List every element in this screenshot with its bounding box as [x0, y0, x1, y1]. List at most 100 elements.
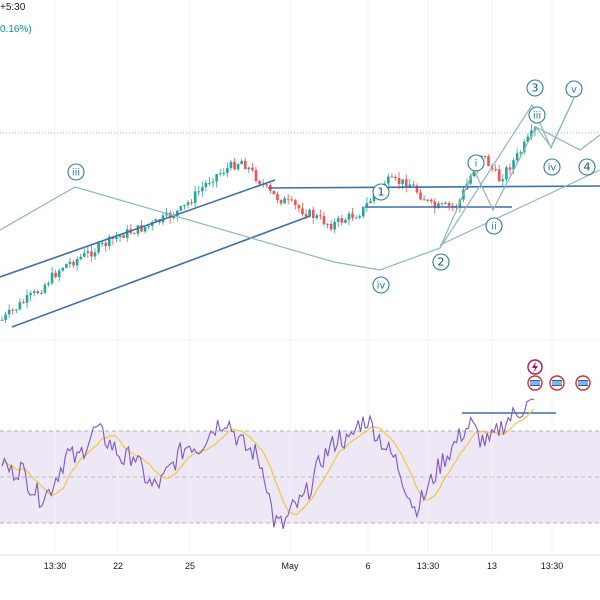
candle-body — [229, 161, 233, 168]
candle-body — [79, 256, 82, 260]
candle-body — [265, 184, 269, 186]
candle-body — [336, 218, 340, 222]
candle-body — [143, 227, 147, 232]
candle-body — [236, 164, 240, 170]
candle-body — [50, 272, 54, 284]
candle-body — [4, 314, 7, 320]
candle-body — [22, 302, 25, 304]
timezone-label: +5:30 — [0, 2, 26, 13]
candle-body — [522, 141, 526, 153]
candle-body — [333, 221, 336, 230]
candle-body — [0, 319, 4, 321]
candle-body — [25, 295, 29, 303]
x-tick-label: 22 — [113, 561, 123, 571]
candle-body — [301, 208, 304, 215]
x-tick-label: 6 — [365, 561, 370, 571]
candle-body — [211, 181, 215, 183]
vertical-grid — [54, 0, 553, 555]
lightning-event-icon[interactable] — [527, 359, 543, 375]
candle-body — [90, 251, 93, 257]
candle-body — [365, 203, 369, 207]
candle-body — [68, 261, 72, 265]
candle-body — [183, 204, 186, 207]
us-flag-event-icon[interactable] — [575, 375, 591, 391]
candle-body — [100, 242, 104, 244]
wave-label-text: 2 — [438, 256, 445, 269]
candle-body — [497, 169, 501, 182]
wave-label-2: 2 — [432, 253, 450, 271]
wave-label-text: ii — [491, 222, 497, 233]
candle-body — [276, 194, 279, 201]
us-flag-event-icon[interactable] — [527, 375, 543, 391]
wave-label-circle — [372, 183, 390, 201]
wave-label-circle — [565, 80, 583, 98]
candle-body — [415, 185, 419, 193]
wave-label-3: 3 — [526, 79, 544, 97]
candle-body — [168, 212, 172, 219]
candle-body — [11, 309, 15, 311]
candle-body — [279, 200, 283, 204]
candle-body — [82, 252, 86, 257]
candle-body — [437, 203, 440, 209]
candle-body — [93, 252, 97, 257]
candle-body — [412, 184, 415, 186]
candle-body — [297, 205, 301, 209]
candle-body — [369, 201, 372, 204]
candle-body — [487, 156, 490, 166]
candle-body — [408, 184, 412, 188]
candle-body — [179, 206, 183, 211]
candle-body — [29, 293, 32, 296]
candle-body — [447, 203, 451, 206]
candle-body — [54, 272, 57, 278]
candle-body — [18, 302, 22, 310]
candle-body — [208, 182, 211, 184]
wave-label-circle — [485, 217, 503, 235]
wave-label-circle — [578, 158, 596, 176]
candle-body — [530, 130, 533, 137]
candle-body — [444, 203, 447, 205]
candle-body — [358, 216, 362, 218]
candle-body — [218, 173, 222, 175]
candle-body — [43, 284, 47, 293]
candle-body — [204, 182, 208, 188]
wave-label-text: iv — [548, 163, 557, 174]
wave-tertiary-path — [535, 126, 600, 151]
candle-body — [340, 218, 344, 223]
candle-body — [118, 235, 122, 238]
lower-trend-path — [439, 169, 600, 246]
event-icons[interactable] — [527, 359, 591, 391]
candle-body — [394, 176, 397, 178]
resistance-line — [267, 185, 600, 189]
candle-body — [354, 217, 358, 219]
candle-body — [15, 309, 18, 311]
candle-body — [272, 190, 276, 195]
candle-body — [372, 195, 376, 202]
candle-body — [294, 200, 297, 206]
wave-secondary-path — [439, 97, 575, 249]
candle-body — [190, 202, 193, 204]
candle-body — [322, 216, 326, 225]
candle-body — [154, 219, 158, 223]
channel-lower-line — [11, 215, 311, 328]
candle-body — [319, 215, 322, 217]
wave-label-text: 1 — [378, 186, 385, 199]
wave-label-text: iv — [377, 281, 386, 292]
candle-body — [172, 216, 176, 219]
candle-body — [108, 236, 111, 247]
wave-label-circle — [528, 106, 546, 124]
candle-body — [429, 199, 433, 202]
wave-label-iii: iii — [67, 163, 85, 181]
wave-label-text: iii — [533, 111, 541, 122]
candle-body — [387, 176, 390, 184]
candle-body — [286, 198, 290, 200]
x-tick-label: 13:30 — [44, 561, 67, 571]
candle-body — [308, 209, 311, 217]
candle-body — [494, 169, 497, 171]
candle-body — [97, 242, 100, 253]
us-flag-event-icon[interactable] — [549, 375, 565, 391]
x-tick-label: 25 — [185, 561, 195, 571]
candle-body — [315, 215, 319, 219]
candle-body — [201, 187, 204, 192]
wave-label-1: 1 — [372, 183, 390, 201]
